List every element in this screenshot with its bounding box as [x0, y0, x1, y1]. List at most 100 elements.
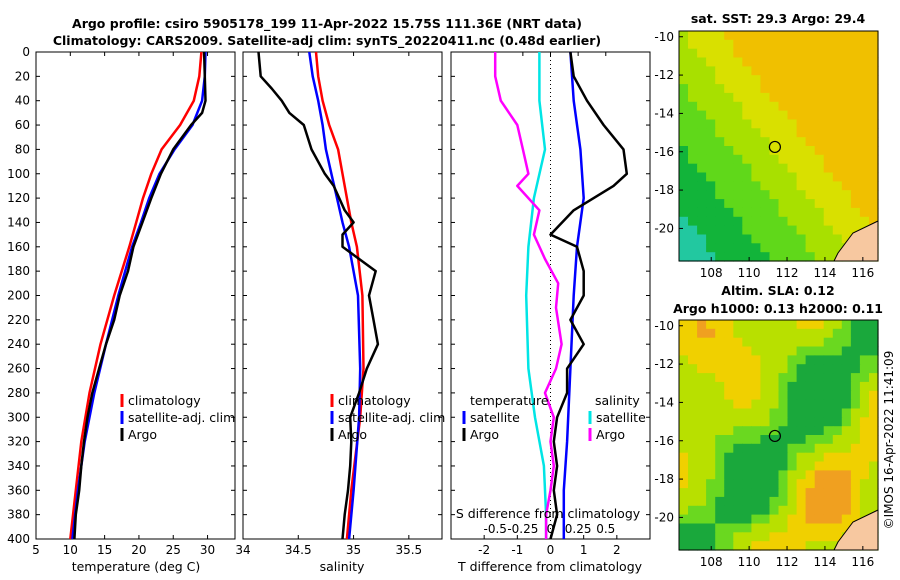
map-cell [814, 31, 825, 41]
map-cell [742, 207, 752, 218]
map-cell [869, 346, 879, 356]
map-cell [869, 101, 879, 112]
map-cell [778, 390, 789, 401]
map-x-tick-label: 108 [700, 555, 723, 569]
depth-tick-label: 20 [15, 69, 30, 83]
map-cell [688, 48, 698, 59]
map-cell [760, 399, 770, 409]
map-cell [796, 364, 807, 374]
map-cell [724, 364, 734, 374]
map-cell [832, 443, 843, 454]
map-cell [697, 470, 707, 480]
map-cell [814, 101, 825, 112]
map-cell [751, 337, 761, 348]
map-cell [832, 435, 843, 445]
map-cell [769, 390, 780, 401]
map-cell [841, 435, 852, 445]
map-cell [787, 373, 798, 383]
map-cell [814, 523, 825, 533]
map-cell [814, 48, 825, 59]
map-cell [787, 216, 798, 227]
map-x-tick-label: 108 [700, 266, 723, 280]
map-cell [706, 452, 716, 463]
map-y-tick-label: -10 [654, 319, 674, 333]
map-cell [724, 426, 734, 436]
map-cell [778, 505, 789, 516]
map-frame [678, 319, 879, 551]
map-cell [769, 408, 780, 418]
map-cell [706, 320, 716, 330]
map-cell [841, 101, 852, 112]
map-cell [823, 381, 834, 392]
map-cell [688, 225, 698, 235]
map-cell [751, 154, 761, 165]
x-tick-label: 10 [63, 543, 78, 557]
map-cell [724, 505, 734, 516]
map-cell [688, 172, 698, 182]
map-cell [859, 110, 870, 120]
map-cell [697, 320, 707, 330]
map-cell [697, 48, 707, 59]
difference-plot-frame [450, 51, 651, 540]
map-cell [814, 57, 825, 67]
map-cell [787, 488, 798, 498]
map-cell [706, 92, 716, 103]
map-cell [715, 216, 725, 227]
map-cell [778, 39, 789, 50]
map-cell [751, 234, 761, 244]
map-cell [796, 119, 807, 129]
map-cell [724, 207, 734, 218]
map-cell [778, 137, 789, 147]
map-cell [796, 523, 807, 533]
map-cell [751, 243, 761, 253]
map-x-tick-label: 116 [851, 266, 874, 280]
map-cell [778, 190, 789, 200]
map-cell [706, 181, 716, 191]
map-cell [859, 190, 870, 200]
map-cell [733, 252, 743, 262]
map-cell [796, 505, 807, 516]
map-cell [742, 66, 752, 76]
map-cell [769, 399, 780, 409]
s-difference-label: S difference from climatology [456, 506, 641, 521]
map-cell [814, 234, 825, 244]
map-cell [814, 452, 825, 463]
map-cell [841, 488, 852, 498]
map-cell [751, 84, 761, 94]
map-cell [841, 452, 852, 463]
map-cell [760, 75, 770, 85]
map-cell [688, 373, 698, 383]
legend-satellite-label: satellite-adj. clim [338, 410, 445, 425]
map-cell [823, 154, 834, 165]
map-cell [760, 320, 770, 330]
map-cell [869, 163, 879, 174]
map-cell [850, 328, 861, 339]
x-tick-label: 2 [613, 543, 621, 557]
map-cell [769, 496, 780, 507]
map-cell [751, 496, 761, 507]
map-cell [823, 408, 834, 418]
map-cell [814, 92, 825, 103]
map-cell [769, 92, 780, 103]
map-cell [769, 154, 780, 165]
series-line-salinity-Argo [493, 52, 563, 539]
map-cell [823, 199, 834, 209]
map-cell [742, 381, 752, 392]
map-cell [778, 252, 789, 262]
map-cell [832, 373, 843, 383]
map-cell [841, 408, 852, 418]
map-cell [823, 337, 834, 348]
map-cell [787, 84, 798, 94]
x-tick-label: 5 [32, 543, 40, 557]
map-cell [688, 532, 698, 542]
map-cell [823, 452, 834, 463]
map-cell [778, 328, 789, 339]
map-cell [742, 234, 752, 244]
map-cell [832, 496, 843, 507]
map-cell [805, 541, 816, 551]
map-cell [814, 199, 825, 209]
map-cell [679, 252, 689, 262]
legend-t-argo-label: Argo [470, 427, 499, 442]
map-cell [769, 364, 780, 374]
map-cell [805, 66, 816, 76]
